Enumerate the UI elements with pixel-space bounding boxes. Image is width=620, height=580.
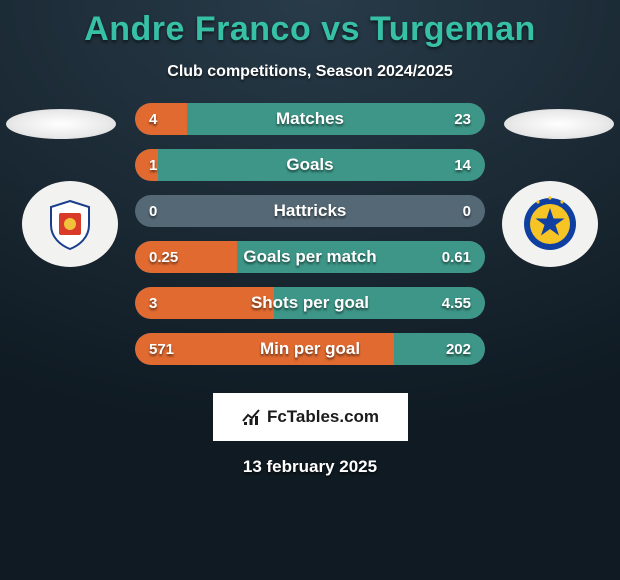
stat-left-fill [135,333,394,365]
subtitle: Club competitions, Season 2024/2025 [0,63,620,81]
stat-right-fill [274,287,485,319]
infographic-root: Andre Franco vs Turgeman Club competitio… [0,0,620,580]
left-crest-inner [35,189,105,259]
stat-row: 0.250.61Goals per match [135,241,485,273]
stat-left-value: 0 [135,195,171,227]
stat-row: 114Goals [135,149,485,181]
stat-row: 0 0Hattricks [135,195,485,227]
stat-right-fill [158,149,485,181]
stat-row: 423Matches [135,103,485,135]
stat-label: Hattricks [135,195,485,227]
stat-left-fill [135,241,237,273]
stat-left-fill [135,149,158,181]
left-player-ellipse [6,109,116,139]
brand-badge: FcTables.com [213,393,408,441]
stat-right-value: 0 [449,195,485,227]
stat-right-fill [394,333,485,365]
stat-right-fill [237,241,485,273]
left-team-crest [22,181,118,267]
right-player-ellipse [504,109,614,139]
right-crest-inner [515,189,585,259]
stat-left-fill [135,103,187,135]
right-team-crest [502,181,598,267]
stat-left-fill [135,287,274,319]
stat-row: 34.55Shots per goal [135,287,485,319]
star-circle-icon [520,194,580,254]
chart-icon [241,407,261,427]
stat-right-fill [187,103,485,135]
stat-row: 571202Min per goal [135,333,485,365]
comparison-area: 423Matches 114Goals 0 0Hattricks 0.250.61Goa… [0,103,620,373]
brand-text: FcTables.com [267,407,379,427]
stat-bars: 423Matches 114Goals 0 0Hattricks 0.250.61Goa… [135,103,485,365]
page-title: Andre Franco vs Turgeman [0,0,620,49]
date-text: 13 february 2025 [0,457,620,477]
shield-icon [43,197,97,251]
